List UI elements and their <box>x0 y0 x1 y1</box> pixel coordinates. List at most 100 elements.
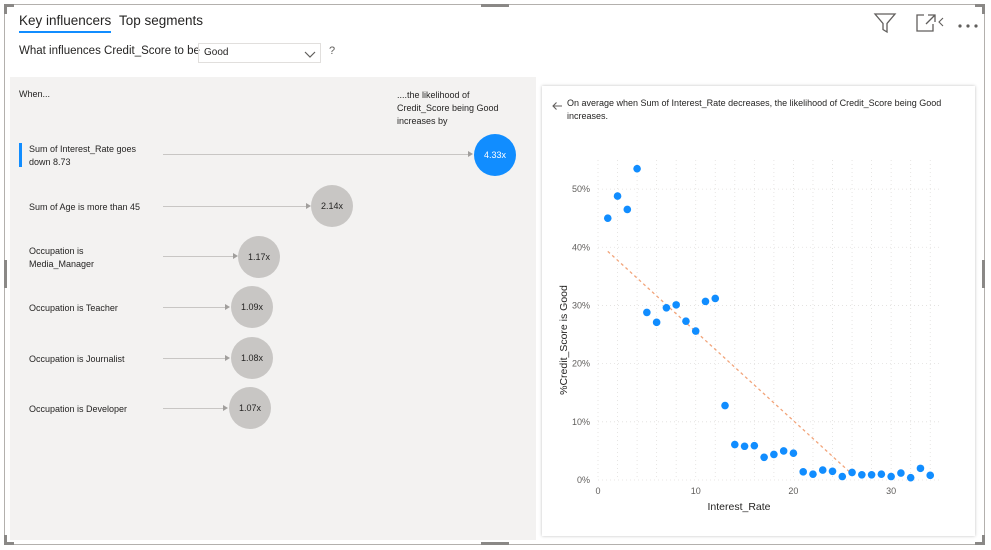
resize-handle-top[interactable] <box>481 4 509 7</box>
resize-handle-left[interactable] <box>4 260 7 288</box>
data-point <box>916 464 925 473</box>
data-point <box>740 442 749 451</box>
resize-handle-bottom-right-v[interactable] <box>982 535 985 545</box>
connector-arrow-icon <box>223 405 228 411</box>
data-point <box>623 205 632 214</box>
influencer-label[interactable]: Sum of Interest_Rate goes down 8.73 <box>29 144 137 167</box>
data-point <box>652 318 661 327</box>
resize-handle-top-right[interactable] <box>975 4 985 7</box>
connector-line <box>163 206 307 207</box>
back-arrow-icon[interactable] <box>551 98 563 116</box>
connector-line <box>163 154 468 155</box>
focus-mode-icon[interactable] <box>915 13 945 38</box>
connector-line <box>163 256 234 257</box>
resize-handle-bottom[interactable] <box>481 542 509 545</box>
data-point <box>789 449 798 458</box>
chevron-down-icon <box>304 48 316 66</box>
detail-summary: On average when Sum of Interest_Rate dec… <box>567 98 942 121</box>
data-point <box>691 327 700 335</box>
more-options-icon[interactable] <box>956 17 982 35</box>
outcome-dropdown-value: Good <box>204 47 229 58</box>
data-point <box>877 470 886 478</box>
connector-arrow-icon <box>468 151 473 157</box>
connector-arrow-icon <box>225 355 230 361</box>
selected-indicator <box>19 143 22 167</box>
influencer-label[interactable]: Occupation is Teacher <box>29 303 118 313</box>
y-tick-label: 10% <box>572 417 590 427</box>
y-tick-label: 0% <box>577 475 590 485</box>
influencer-label[interactable]: Occupation is Journalist <box>29 354 125 364</box>
influencer-bubble[interactable]: 1.08x <box>231 337 273 379</box>
y-tick-label: 40% <box>572 242 590 252</box>
influencer-label[interactable]: Occupation is Developer <box>29 404 128 414</box>
data-point <box>721 401 729 410</box>
detail-card <box>542 86 975 536</box>
x-axis-title: Interest_Rate <box>707 501 770 513</box>
x-tick-label: 10 <box>691 486 701 496</box>
filter-icon[interactable] <box>873 12 897 39</box>
data-point <box>858 470 866 479</box>
influencer-label[interactable]: Sum of Age is more than 45 <box>29 202 141 212</box>
outcome-dropdown[interactable]: Good <box>198 43 321 63</box>
data-point <box>818 466 827 474</box>
resize-handle-top-left-v[interactable] <box>4 4 7 14</box>
connector-arrow-icon <box>233 253 238 259</box>
data-point <box>779 447 788 455</box>
influencer-label[interactable]: Occupation is Media_Manager <box>29 246 95 269</box>
resize-handle-bottom-left[interactable] <box>4 542 14 545</box>
connector-arrow-icon <box>225 304 230 310</box>
data-point <box>926 471 935 480</box>
tab-top-segments[interactable]: Top segments <box>119 13 204 28</box>
x-tick-label: 0 <box>595 486 600 496</box>
influencer-bubble[interactable]: 1.17x <box>238 236 280 278</box>
scatter-chart: 0% 10% 20% 30% 40% 50% 0 10 20 30 Interest_Rate %Cr… <box>558 160 940 513</box>
data-point <box>672 301 680 309</box>
trend-line <box>607 250 853 475</box>
resize-handle-right[interactable] <box>982 260 985 288</box>
influencer-bubble[interactable]: 1.09x <box>231 286 273 328</box>
data-point <box>848 468 856 477</box>
header-likelihood: ....the likelihood of Credit_Score being… <box>397 90 499 126</box>
header-when: When... <box>19 89 51 99</box>
data-point <box>750 441 759 450</box>
data-point <box>867 470 876 479</box>
data-point <box>701 297 710 306</box>
resize-handle-top-right-v[interactable] <box>982 4 985 14</box>
y-tick-label: 50% <box>572 184 590 194</box>
data-point <box>731 440 739 449</box>
connector-line <box>163 307 226 308</box>
data-point <box>828 467 837 476</box>
data-point <box>906 473 915 482</box>
x-tick-label: 20 <box>788 486 798 496</box>
data-point <box>603 214 612 222</box>
data-point <box>799 468 807 476</box>
x-tick-label: 30 <box>886 486 896 496</box>
data-point <box>613 192 622 200</box>
tab-key-influencers[interactable]: Key influencers <box>19 13 112 33</box>
resize-handle-bottom-right[interactable] <box>975 542 985 545</box>
data-point <box>887 472 895 481</box>
resize-handle-top-left[interactable] <box>4 4 14 7</box>
influencer-bubble[interactable]: 1.07x <box>229 387 271 429</box>
connector-line <box>163 408 224 409</box>
connector-line <box>163 358 226 359</box>
y-axis-title: %Credit_Score is Good <box>558 285 570 395</box>
help-icon[interactable]: ? <box>329 45 336 57</box>
y-tick-label: 20% <box>572 359 590 369</box>
data-point <box>897 469 905 477</box>
data-point <box>770 450 778 459</box>
connector-arrow-icon <box>306 203 311 209</box>
y-tick-label: 30% <box>572 300 590 310</box>
data-point <box>682 317 690 325</box>
data-point <box>662 303 671 312</box>
data-point <box>643 308 651 317</box>
resize-handle-bottom-left-v[interactable] <box>4 535 7 545</box>
data-point <box>633 164 641 173</box>
influencer-bubble[interactable]: 2.14x <box>311 185 353 227</box>
data-point <box>809 470 817 478</box>
question-prefix: What influences Credit_Score to be <box>19 45 200 57</box>
data-point <box>760 453 768 462</box>
influencer-bubble[interactable]: 4.33x <box>474 134 516 176</box>
data-point <box>711 294 720 303</box>
data-point <box>838 472 847 481</box>
